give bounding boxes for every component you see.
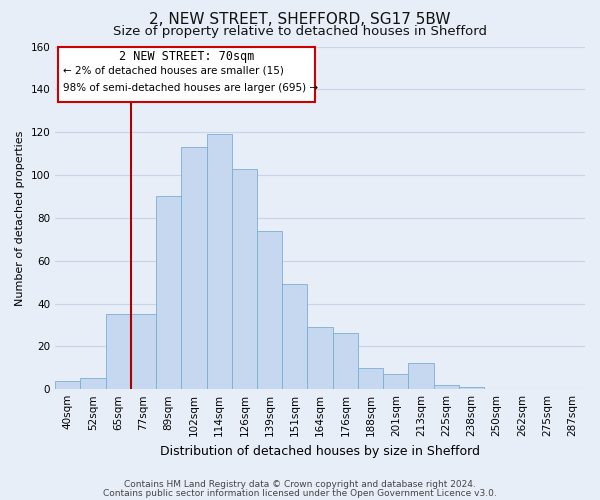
Text: 2 NEW STREET: 70sqm: 2 NEW STREET: 70sqm xyxy=(119,50,254,62)
Bar xyxy=(232,168,257,389)
Bar xyxy=(206,134,232,389)
Bar xyxy=(181,147,206,389)
Bar xyxy=(156,196,181,389)
Bar xyxy=(383,374,409,389)
Bar xyxy=(80,378,106,389)
Bar xyxy=(106,314,131,389)
Y-axis label: Number of detached properties: Number of detached properties xyxy=(15,130,25,306)
Bar xyxy=(282,284,307,389)
Bar xyxy=(434,385,459,389)
Bar xyxy=(332,334,358,389)
Bar xyxy=(307,327,332,389)
Text: ← 2% of detached houses are smaller (15): ← 2% of detached houses are smaller (15) xyxy=(63,66,284,76)
FancyBboxPatch shape xyxy=(58,46,315,102)
X-axis label: Distribution of detached houses by size in Shefford: Distribution of detached houses by size … xyxy=(160,444,480,458)
Text: 2, NEW STREET, SHEFFORD, SG17 5BW: 2, NEW STREET, SHEFFORD, SG17 5BW xyxy=(149,12,451,28)
Text: Contains public sector information licensed under the Open Government Licence v3: Contains public sector information licen… xyxy=(103,488,497,498)
Bar xyxy=(459,387,484,389)
Bar xyxy=(358,368,383,389)
Bar xyxy=(257,230,282,389)
Bar xyxy=(131,314,156,389)
Text: Size of property relative to detached houses in Shefford: Size of property relative to detached ho… xyxy=(113,25,487,38)
Bar xyxy=(409,364,434,389)
Text: 98% of semi-detached houses are larger (695) →: 98% of semi-detached houses are larger (… xyxy=(63,83,318,93)
Bar xyxy=(55,380,80,389)
Text: Contains HM Land Registry data © Crown copyright and database right 2024.: Contains HM Land Registry data © Crown c… xyxy=(124,480,476,489)
